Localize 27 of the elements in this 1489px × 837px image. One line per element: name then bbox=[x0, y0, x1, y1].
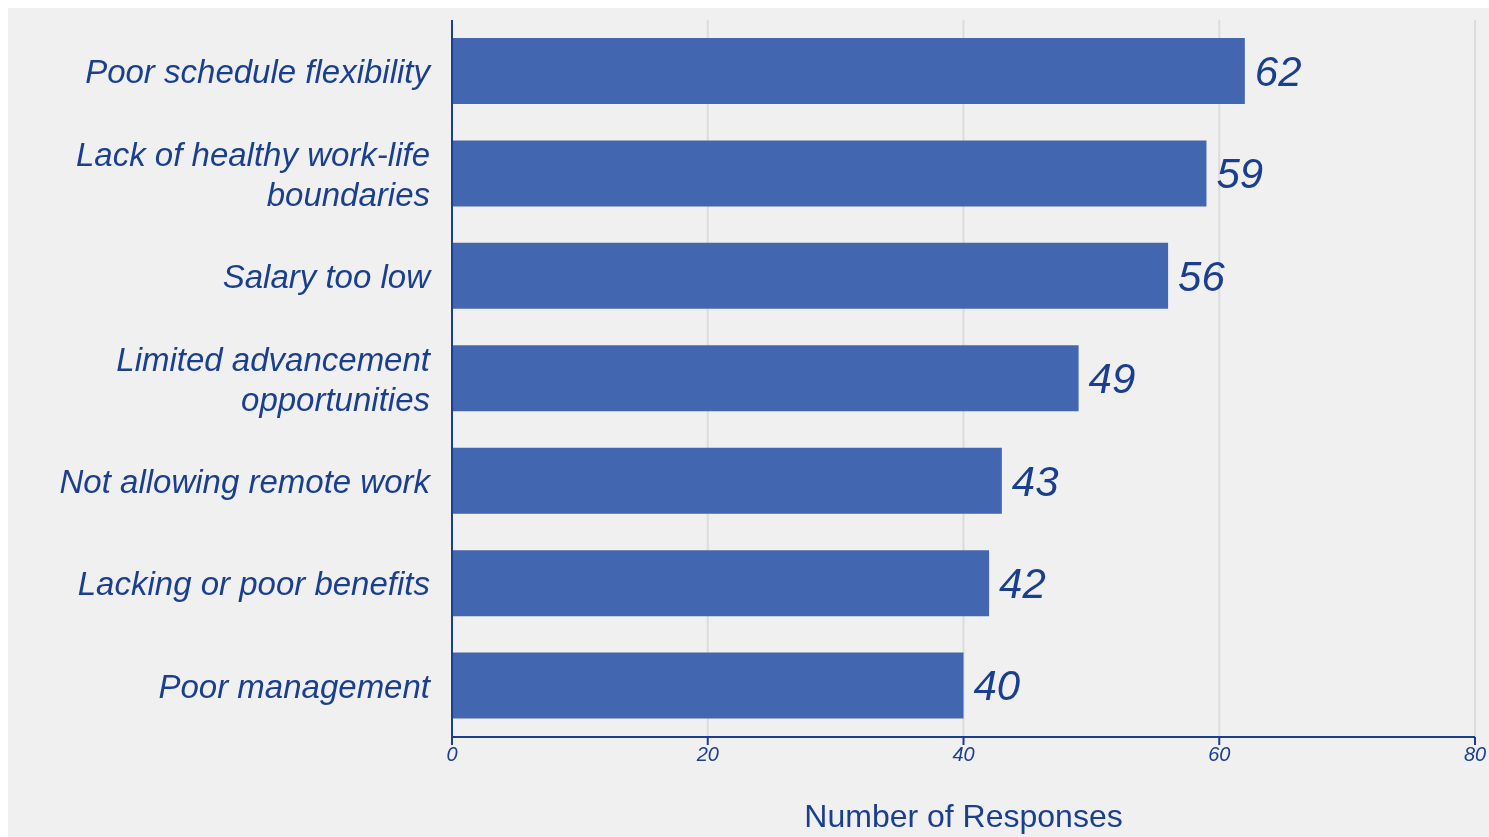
bar bbox=[452, 38, 1245, 104]
data-label: 40 bbox=[973, 662, 1021, 710]
x-tick-label: 0 bbox=[446, 743, 458, 766]
bar bbox=[452, 242, 1169, 309]
y-tick-label: Salary too low bbox=[222, 257, 433, 295]
data-label: 42 bbox=[999, 560, 1046, 608]
y-tick-label: Poor management bbox=[158, 667, 432, 705]
data-label: 59 bbox=[1216, 150, 1264, 198]
y-tick-label: Lacking or poor benefits bbox=[77, 564, 430, 602]
x-tick-label: 20 bbox=[695, 743, 719, 766]
data-label: 43 bbox=[1011, 457, 1059, 505]
y-tick-label: Lack of healthy work-life boundaries bbox=[76, 135, 430, 213]
x-tick-label: 80 bbox=[1463, 743, 1487, 766]
bar bbox=[452, 447, 1002, 514]
data-label: 49 bbox=[1088, 355, 1136, 403]
bar bbox=[452, 652, 964, 719]
y-tick-label: Limited advancement opportunities bbox=[116, 340, 432, 417]
y-tick-label: Not allowing remote work bbox=[59, 462, 432, 500]
bar bbox=[452, 140, 1207, 207]
data-label: 56 bbox=[1178, 252, 1226, 300]
y-tick-label: Poor schedule flexibility bbox=[85, 52, 433, 90]
data-label: 62 bbox=[1254, 47, 1302, 95]
bar bbox=[452, 550, 990, 617]
x-tick-label: 60 bbox=[1208, 743, 1231, 766]
x-axis-title: Number of Responses bbox=[804, 798, 1123, 834]
bar bbox=[452, 345, 1079, 412]
x-tick-label: 40 bbox=[952, 743, 975, 766]
